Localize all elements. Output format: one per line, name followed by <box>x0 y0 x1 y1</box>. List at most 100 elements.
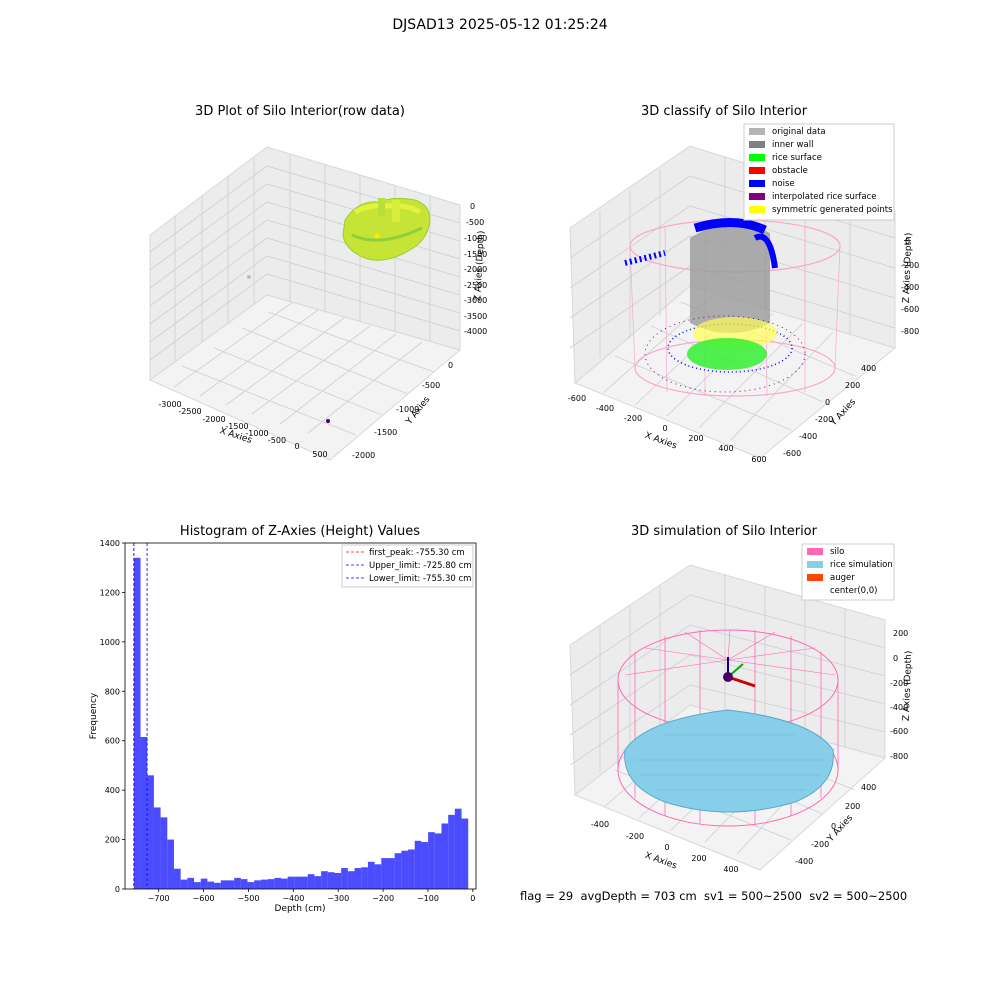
simulation-panel-title: 3D simulation of Silo Interior <box>631 524 817 539</box>
simulation-x-tick: -200 <box>626 832 644 841</box>
histogram-bar <box>194 882 201 889</box>
histogram-bar <box>354 867 362 889</box>
simulation-x-ticks: -400 -200 0 200 400 <box>591 820 739 874</box>
histogram-bar <box>461 818 469 889</box>
histogram-bar <box>448 814 455 889</box>
simulation-y-tick: -400 <box>795 857 813 866</box>
histogram-bar <box>367 861 375 889</box>
histogram-bar <box>260 879 268 889</box>
histogram-legend: first_peak: -755.30 cm Upper_limit: -725.… <box>341 544 474 588</box>
legend-swatch <box>807 548 823 555</box>
legend-label: center(0,0) <box>830 586 878 596</box>
histogram-bar <box>341 867 348 889</box>
histogram-bar <box>394 853 402 889</box>
classify-y-tick: 0 <box>825 398 830 407</box>
histogram-bar <box>214 882 221 889</box>
legend-label: noise <box>772 179 795 189</box>
simulation-z-tick: -200 <box>890 679 908 688</box>
histogram-bar <box>234 877 241 889</box>
raw-z-tick: -2500 <box>464 281 487 290</box>
legend-label: rice surface <box>772 153 822 163</box>
classify-x-tick: 600 <box>751 455 766 464</box>
histogram-bar <box>321 871 328 889</box>
raw-z-label: Z Axies (Depth) <box>473 230 487 301</box>
simulation-x-tick: 400 <box>723 865 738 874</box>
histogram-bar <box>347 871 355 889</box>
raw-z-tick: -1500 <box>464 250 487 259</box>
raw-x-tick: 0 <box>294 442 299 451</box>
raw-x-tick: -3000 <box>158 400 181 409</box>
raw-z-tick: -1000 <box>464 234 487 243</box>
histogram-legend-label: Upper_limit: -725.80 cm <box>369 561 472 571</box>
raw-z-tick: -500 <box>466 218 484 227</box>
simulation-z-label: Z Axies (Depth) <box>902 651 914 722</box>
histogram-bar <box>361 867 368 889</box>
histogram-bar <box>220 880 228 889</box>
histogram-bar <box>173 868 181 889</box>
histogram-bar <box>153 807 161 889</box>
histogram-bar <box>254 880 261 889</box>
simulation-z-tick: -600 <box>890 727 908 736</box>
histogram-bar <box>187 877 195 889</box>
raw-x-tick: -500 <box>268 436 286 445</box>
histogram-y-tick-label: 200 <box>105 836 120 845</box>
auger-axes-marker <box>723 657 756 688</box>
histogram-y-tick-label: 400 <box>105 786 120 795</box>
histogram-legend-label: Lower_limit: -755.30 cm <box>369 574 471 584</box>
simulation-x-tick: -400 <box>591 820 609 829</box>
histogram-bar <box>274 877 281 889</box>
classify-x-tick: 400 <box>718 444 733 453</box>
histogram-bar <box>160 817 168 889</box>
histogram-bar <box>374 864 382 889</box>
raw-x-tick: -1500 <box>225 422 248 431</box>
legend-label: symmetric generated points <box>772 205 893 215</box>
classify-z-tick: -800 <box>901 327 919 336</box>
histogram-x-tick-label: 0 <box>470 894 475 903</box>
histogram-legend-label: first_peak: -755.30 cm <box>369 548 465 558</box>
histogram-bar <box>240 879 248 889</box>
raw-z-tick: -2000 <box>464 265 487 274</box>
histogram-bar <box>301 876 308 889</box>
classify-x-tick: -200 <box>624 414 642 423</box>
histogram-x-tick-label: −600 <box>193 894 215 903</box>
histogram-x-tick-label: −400 <box>282 894 304 903</box>
simulation-y-ticks: 400 200 0 -200 -400 <box>795 783 876 866</box>
legend-label: silo <box>830 547 844 557</box>
histogram-bar <box>227 880 235 889</box>
legend-label: obstacle <box>772 166 808 176</box>
histogram-bar <box>408 849 415 889</box>
histogram-bar <box>401 850 409 889</box>
simulation-z-tick: -800 <box>890 752 908 761</box>
simulation-x-tick: 200 <box>691 854 706 863</box>
classify-z-tick: -600 <box>901 305 919 314</box>
histogram-y-tick-label: 1200 <box>100 588 120 597</box>
histogram-bar <box>334 872 342 889</box>
raw-y-tick: -500 <box>422 381 440 390</box>
simulation-z-tick: 0 <box>893 654 898 663</box>
histogram-bar <box>441 823 449 889</box>
classify-x-tick: 200 <box>688 434 703 443</box>
classify-y-tick: -600 <box>783 449 801 458</box>
histogram-y-tick-label: 1000 <box>100 638 120 647</box>
classify-x-label: X Axies <box>643 431 678 452</box>
simulation-x-label: X Axies <box>643 851 678 872</box>
histogram-title: Histogram of Z-Axies (Height) Values <box>179 524 421 539</box>
raw-z-tick: -3500 <box>464 312 487 321</box>
histogram-bar <box>287 876 295 889</box>
classify-y-tick: 400 <box>861 364 876 373</box>
classify-points <box>624 217 841 397</box>
raw-panel-title: 3D Plot of Silo Interior(row data) <box>195 104 405 119</box>
legend-swatch <box>749 206 765 213</box>
histogram-marker-lines <box>133 543 148 889</box>
histogram-bar <box>147 775 154 889</box>
legend-label: inner wall <box>772 140 813 150</box>
raw-z-ticks: 0 -500 -1000 -1500 -2000 -2500 -3000 -35… <box>464 202 487 336</box>
raw-y-ticks: 0 -500 -1000 -1500 -2000 <box>352 361 453 460</box>
simulation-legend: silo rice simulation auger center(0,0) <box>801 543 895 601</box>
raw-x-tick: 500 <box>312 450 327 459</box>
raw-x-ticks: -3000 -2500 -2000 -1500 -1000 -500 0 500 <box>158 400 327 459</box>
histogram-bar <box>314 876 322 889</box>
histogram-bar <box>294 876 302 889</box>
legend-label: original data <box>772 127 826 137</box>
simulation-z-tick: -400 <box>890 703 908 712</box>
